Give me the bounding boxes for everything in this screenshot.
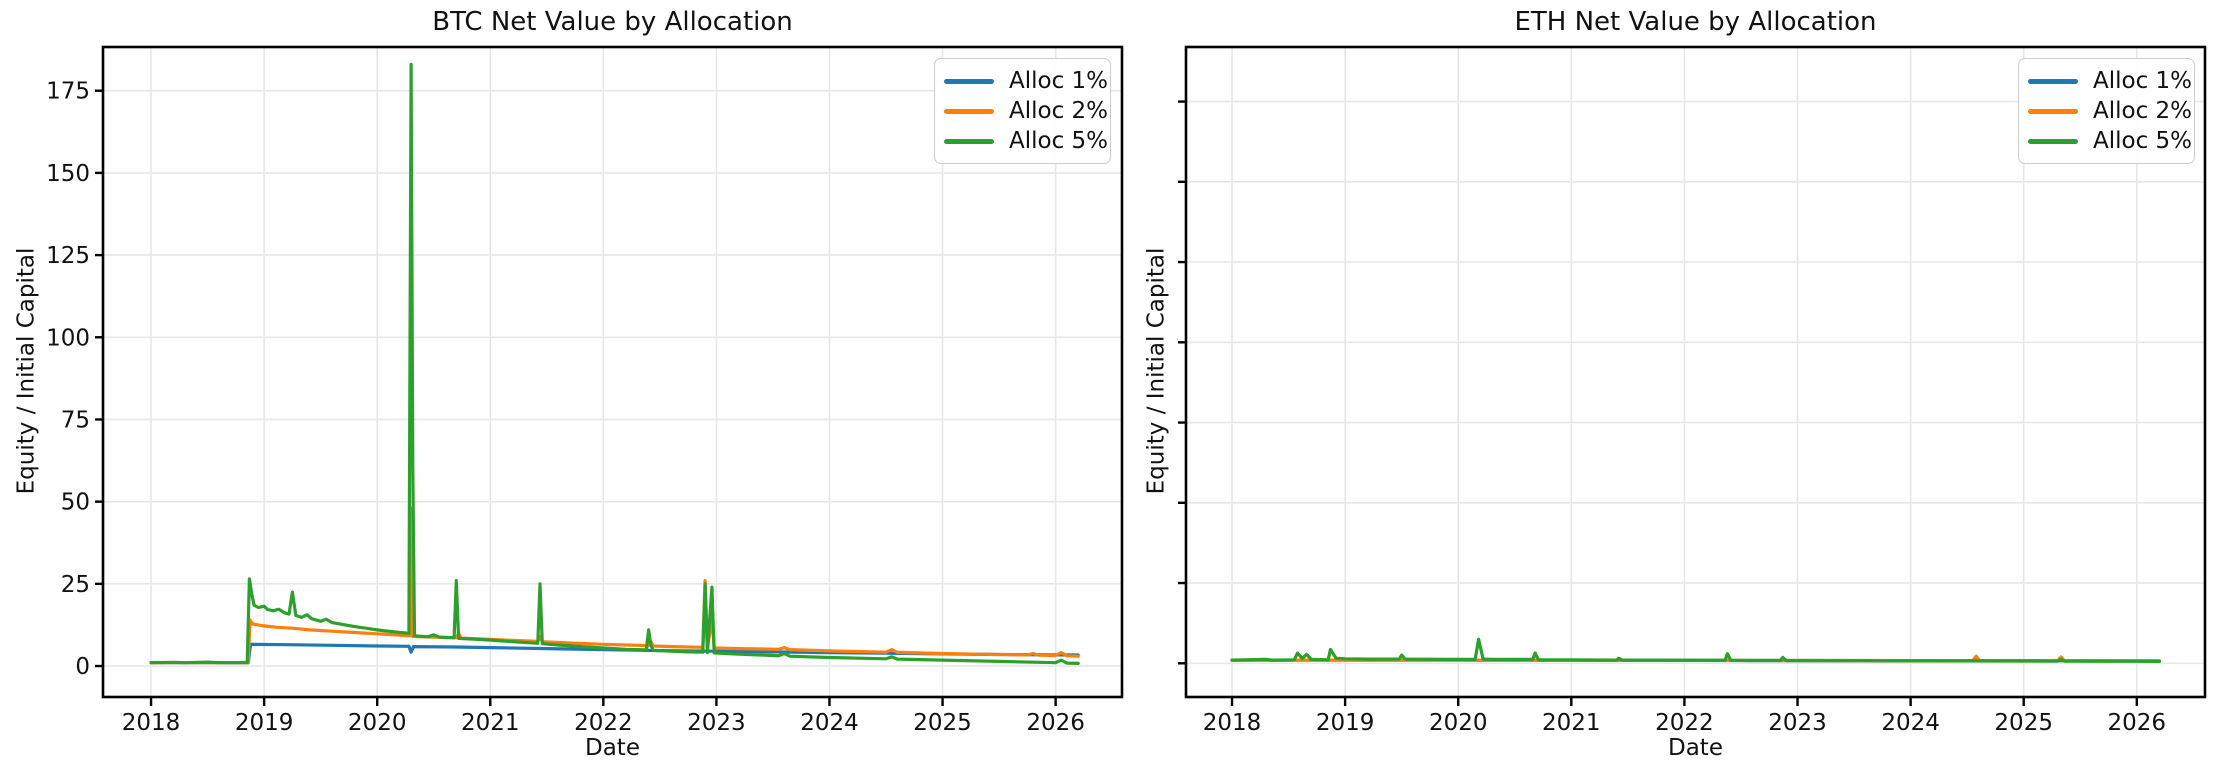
legend-entry: Alloc 1% xyxy=(2028,66,2192,96)
legend-label: Alloc 1% xyxy=(1009,68,1109,94)
y-tick-label: 175 xyxy=(46,79,90,105)
legend-label: Alloc 5% xyxy=(1009,128,1109,154)
legend-label: Alloc 2% xyxy=(2093,98,2193,124)
legend-entry: Alloc 5% xyxy=(944,126,1108,156)
eth-chart-title: ETH Net Value by Allocation xyxy=(1514,7,1877,37)
y-tick-label: 50 xyxy=(61,490,90,516)
x-tick-label: 2018 xyxy=(1203,710,1262,736)
legend-entry: Alloc 1% xyxy=(944,66,1108,96)
y-tick-label: 0 xyxy=(75,654,90,680)
eth-x-axis-label: Date xyxy=(1668,735,1723,761)
y-tick-label: 25 xyxy=(61,572,90,598)
y-tick-label: 150 xyxy=(46,161,90,187)
x-tick-label: 2025 xyxy=(913,710,972,736)
x-tick-label: 2019 xyxy=(235,710,294,736)
series-line-alloc-2- xyxy=(149,506,1080,665)
legend-line-swatch xyxy=(944,138,994,144)
x-tick-label: 2025 xyxy=(1994,710,2053,736)
legend-line-swatch xyxy=(2028,108,2078,114)
legend-label: Alloc 2% xyxy=(1009,98,1109,124)
x-tick-label: 2021 xyxy=(1542,710,1601,736)
series-line-alloc-5- xyxy=(1230,637,2161,663)
y-tick-label: 75 xyxy=(61,407,90,433)
x-tick-label: 2022 xyxy=(1655,710,1714,736)
legend-line-swatch xyxy=(2028,138,2078,144)
series-group xyxy=(1230,637,2161,663)
y-tick-label: 100 xyxy=(46,325,90,351)
eth-legend: Alloc 1% Alloc 2% Alloc 5% xyxy=(2018,58,2195,164)
x-tick-label: 2020 xyxy=(1429,710,1488,736)
btc-legend: Alloc 1% Alloc 2% Alloc 5% xyxy=(934,58,1111,164)
x-tick-label: 2020 xyxy=(348,710,407,736)
legend-line-swatch xyxy=(944,78,994,84)
legend-line-swatch xyxy=(944,108,994,114)
x-tick-label: 2026 xyxy=(2108,710,2167,736)
x-tick-label: 2024 xyxy=(800,710,859,736)
legend-label: Alloc 5% xyxy=(2093,128,2193,154)
x-tick-label: 2021 xyxy=(461,710,520,736)
x-tick-label: 2018 xyxy=(122,710,181,736)
eth-chart: 2018 2019 2020 2021 2022 2023 2024 2025 2026 xyxy=(1178,45,2207,736)
x-tick-label: 2023 xyxy=(687,710,746,736)
x-tick-label: 2019 xyxy=(1316,710,1375,736)
legend-entry: Alloc 2% xyxy=(944,96,1108,126)
x-tick-label: 2026 xyxy=(1026,710,1085,736)
x-tick-label: 2024 xyxy=(1881,710,1940,736)
legend-label: Alloc 1% xyxy=(2093,68,2193,94)
btc-x-axis-label: Date xyxy=(585,735,640,761)
x-tick-label: 2023 xyxy=(1768,710,1827,736)
axes-frame xyxy=(1184,45,2207,699)
axes-frame xyxy=(101,45,1124,699)
series-group xyxy=(149,62,1080,665)
y-tick-label: 125 xyxy=(46,243,90,269)
btc-chart: 2018 2019 2020 2021 2022 2023 2024 2025 2026 0 25 5… xyxy=(46,45,1124,736)
series-line-alloc-5- xyxy=(149,62,1080,665)
x-tick-label: 2022 xyxy=(574,710,633,736)
legend-line-swatch xyxy=(2028,78,2078,84)
legend-entry: Alloc 5% xyxy=(2028,126,2192,156)
btc-chart-title: BTC Net Value by Allocation xyxy=(432,7,793,37)
legend-entry: Alloc 2% xyxy=(2028,96,2192,126)
